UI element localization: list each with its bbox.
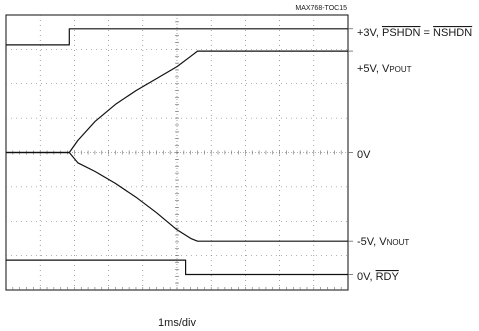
traces — [6, 28, 348, 276]
label-vnout: -5V, VNOUT — [357, 236, 409, 248]
label-vpout: +5V, VPOUT — [357, 63, 412, 75]
trace-vnout — [6, 151, 348, 242]
trace-pshdn-nshdn — [6, 28, 348, 46]
trace-rdy — [6, 259, 348, 276]
label-rdy: 0V, RDY — [357, 271, 399, 283]
figure-id: MAX768-TOC15 — [295, 5, 347, 12]
label-shdn: +3V, PSHDN = NSHDN — [357, 27, 472, 39]
label-zero: 0V — [357, 149, 371, 161]
x-axis-label: 1ms/div — [158, 317, 196, 329]
trace-vpout — [6, 50, 348, 154]
grid — [6, 15, 353, 290]
